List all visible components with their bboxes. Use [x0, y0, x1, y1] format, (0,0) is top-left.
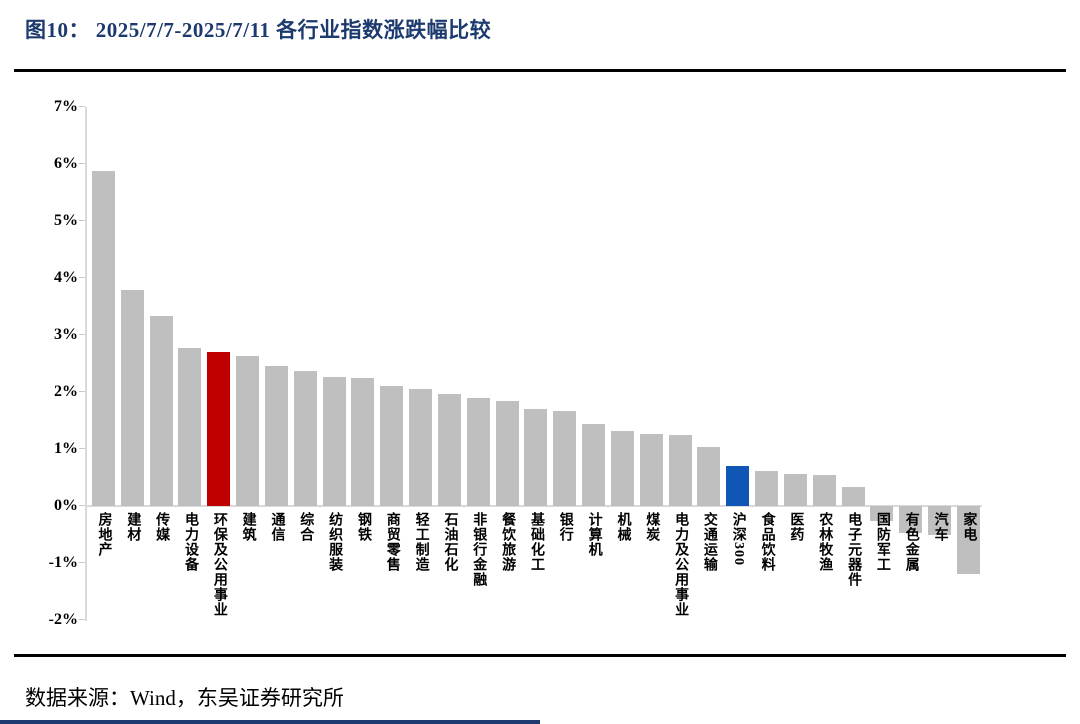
y-axis-tick-label: 7%	[54, 98, 78, 115]
x-axis-label: 综合	[298, 512, 314, 542]
y-axis-tick	[79, 619, 85, 620]
x-axis-label: 电子元器件	[846, 512, 862, 587]
bar-商贸零售	[380, 386, 404, 506]
x-axis-label: 非银行金融	[471, 512, 487, 587]
bar-钢铁	[351, 378, 375, 506]
bar-电力及公用事业	[668, 434, 692, 506]
x-axis-label: 电力设备	[182, 512, 198, 572]
x-axis-label: 餐饮旅游	[500, 512, 516, 572]
y-axis-line	[85, 107, 87, 621]
divider-top	[14, 69, 1066, 72]
data-source: 数据来源：Wind，东吴证券研究所	[25, 686, 344, 710]
bar-纺织服装	[322, 376, 346, 506]
bar-银行	[553, 410, 577, 506]
y-axis-tick	[79, 334, 85, 335]
bar-家电	[956, 506, 980, 575]
bar-电力设备	[178, 348, 202, 506]
bar-餐饮旅游	[495, 401, 519, 506]
bar-机械	[610, 430, 634, 506]
bar-房地产	[92, 171, 115, 506]
x-axis-label: 医药	[788, 512, 804, 542]
y-axis-tick-label: -2%	[48, 611, 78, 628]
y-axis-tick-label: 2%	[54, 383, 78, 400]
bar-电子元器件	[841, 486, 865, 506]
bar-轻工制造	[409, 389, 433, 506]
bar-计算机	[582, 423, 606, 506]
y-axis-tick	[79, 562, 85, 563]
x-axis-label: 房地产	[96, 512, 112, 557]
x-axis-label: 计算机	[586, 512, 602, 557]
x-axis-label: 银行	[557, 512, 573, 542]
divider-bottom	[14, 654, 1066, 657]
x-axis-label: 基础化工	[528, 512, 544, 572]
y-axis-tick	[79, 505, 85, 506]
bar-建材	[120, 289, 144, 506]
y-axis-tick-label: 1%	[54, 440, 78, 457]
bar-通信	[264, 366, 288, 506]
y-axis-tick-label: 3%	[54, 326, 78, 343]
y-axis-tick	[79, 391, 85, 392]
x-axis-label: 钢铁	[355, 512, 371, 542]
x-axis-label: 纺织服装	[327, 512, 343, 572]
bar-传媒	[149, 315, 173, 506]
bar-综合	[293, 371, 317, 506]
bar-煤炭	[639, 433, 663, 506]
x-axis-label: 建材	[125, 512, 141, 542]
y-axis-tick-label: 0%	[54, 497, 78, 514]
zero-baseline	[85, 505, 982, 507]
x-axis-label: 传媒	[154, 512, 170, 542]
y-axis-tick	[79, 106, 85, 107]
y-axis-tick	[79, 163, 85, 164]
bar-交通运输	[697, 446, 721, 506]
bar-食品饮料	[755, 471, 779, 506]
x-axis-label: 沪深300	[730, 512, 746, 566]
x-axis-label: 机械	[615, 512, 631, 542]
x-axis-label: 煤炭	[644, 512, 660, 542]
x-axis-label: 环保及公用事业	[211, 512, 227, 617]
page-footer-line	[0, 720, 540, 724]
x-axis-label: 汽车	[932, 512, 948, 542]
y-axis-tick-label: 4%	[54, 269, 78, 286]
y-axis-tick	[79, 448, 85, 449]
bar-沪深300	[726, 466, 750, 506]
x-axis-label: 交通运输	[701, 512, 717, 572]
x-axis-label: 农林牧渔	[817, 512, 833, 572]
x-axis-label: 商贸零售	[384, 512, 400, 572]
bar-非银行金融	[466, 397, 490, 506]
x-axis-label: 食品饮料	[759, 512, 775, 572]
bar-基础化工	[524, 409, 548, 506]
bar-农林牧渔	[812, 474, 836, 506]
bar-有色金属	[899, 506, 923, 533]
x-axis-label: 石油石化	[442, 512, 458, 572]
y-axis-tick-label: -1%	[48, 554, 78, 571]
x-axis-label: 建筑	[240, 512, 256, 542]
bar-建筑	[236, 355, 260, 506]
x-axis-label: 国防军工	[874, 512, 890, 572]
bar-石油石化	[437, 393, 461, 506]
x-axis-label: 通信	[269, 512, 285, 542]
y-axis-tick-label: 6%	[54, 155, 78, 172]
x-axis-label: 家电	[961, 512, 977, 542]
y-axis-tick	[79, 220, 85, 221]
y-axis-tick-label: 5%	[54, 212, 78, 229]
x-axis-label: 电力及公用事业	[673, 512, 689, 617]
y-axis-tick	[79, 277, 85, 278]
figure-title: 图10： 2025/7/7-2025/7/11 各行业指数涨跌幅比较	[25, 18, 492, 42]
bar-环保及公用事业	[207, 352, 231, 506]
bar-汽车	[928, 506, 952, 535]
bar-国防军工	[870, 506, 894, 522]
bar-医药	[783, 474, 807, 506]
x-axis-label: 轻工制造	[413, 512, 429, 572]
x-axis-label: 有色金属	[903, 512, 919, 572]
